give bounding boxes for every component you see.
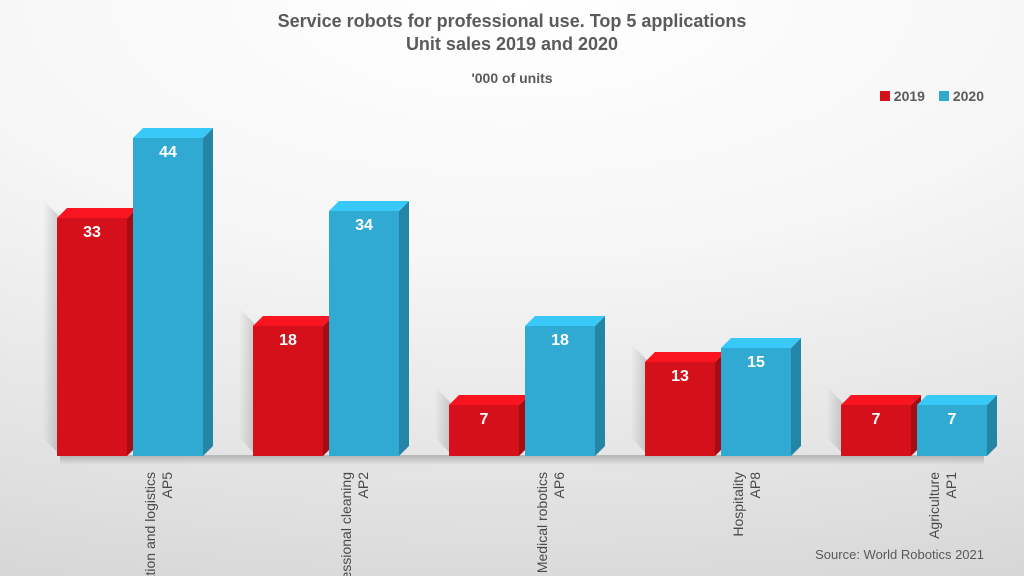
chart-subtitle: '000 of units <box>0 70 1024 86</box>
plot-area: 3344Transportation and logisticsAP51834P… <box>60 95 984 456</box>
bar-group: 1834Professional cleaningAP2 <box>253 95 399 456</box>
floor-shadow <box>60 456 984 465</box>
bar-value-label: 7 <box>917 411 987 429</box>
bar-value-label: 18 <box>253 332 323 350</box>
bar-group: 3344Transportation and logisticsAP5 <box>57 95 203 456</box>
category-label: AgricultureAP1 <box>926 464 960 539</box>
chart-title: Service robots for professional use. Top… <box>0 10 1024 55</box>
source-text: Source: World Robotics 2021 <box>815 547 984 562</box>
bar-group: 1315HospitalityAP8 <box>645 95 791 456</box>
bar: 18 <box>525 326 595 456</box>
bar-value-label: 7 <box>449 411 519 429</box>
bar-value-label: 34 <box>329 217 399 235</box>
bar: 33 <box>57 218 127 456</box>
bar: 18 <box>253 326 323 456</box>
bar: 13 <box>645 362 715 456</box>
bar: 44 <box>133 138 203 456</box>
bar-value-label: 7 <box>841 411 911 429</box>
category-label: HospitalityAP8 <box>730 464 764 537</box>
bar-value-label: 18 <box>525 332 595 350</box>
bar: 15 <box>721 348 791 456</box>
bar: 7 <box>449 405 519 456</box>
bar: 34 <box>329 211 399 456</box>
bar: 7 <box>917 405 987 456</box>
bar-group: 77AgricultureAP1 <box>841 95 987 456</box>
bar: 7 <box>841 405 911 456</box>
category-label: Medical roboticsAP6 <box>534 464 568 573</box>
bar-group: 718Medical roboticsAP6 <box>449 95 595 456</box>
title-line-1: Service robots for professional use. Top… <box>278 11 747 31</box>
bar-value-label: 33 <box>57 224 127 242</box>
bar-value-label: 13 <box>645 368 715 386</box>
chart-stage: Service robots for professional use. Top… <box>0 0 1024 576</box>
title-line-2: Unit sales 2019 and 2020 <box>406 34 618 54</box>
category-label: Professional cleaningAP2 <box>338 464 372 576</box>
category-label: Transportation and logisticsAP5 <box>142 464 176 576</box>
bar-value-label: 44 <box>133 144 203 162</box>
bar-value-label: 15 <box>721 354 791 372</box>
